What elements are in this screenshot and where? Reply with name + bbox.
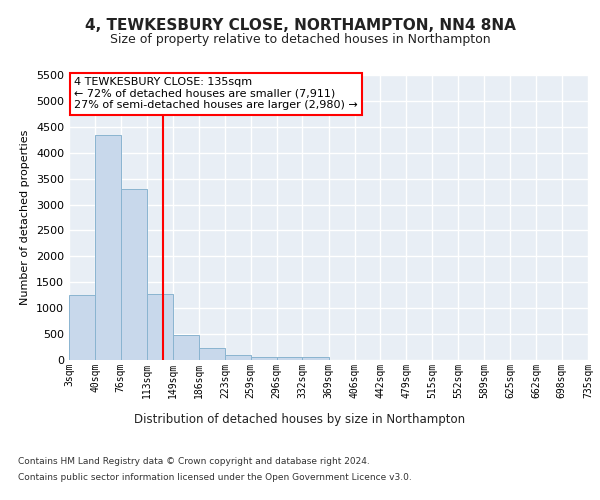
Text: Contains public sector information licensed under the Open Government Licence v3: Contains public sector information licen… [18, 472, 412, 482]
Text: 4 TEWKESBURY CLOSE: 135sqm
← 72% of detached houses are smaller (7,911)
27% of s: 4 TEWKESBURY CLOSE: 135sqm ← 72% of deta… [74, 77, 358, 110]
Y-axis label: Number of detached properties: Number of detached properties [20, 130, 31, 305]
Bar [69, 294, 95, 360]
Bar [95, 134, 121, 360]
Text: Contains HM Land Registry data © Crown copyright and database right 2024.: Contains HM Land Registry data © Crown c… [18, 458, 370, 466]
Bar [121, 189, 147, 360]
Bar [225, 356, 251, 360]
Text: Distribution of detached houses by size in Northampton: Distribution of detached houses by size … [134, 412, 466, 426]
Bar [277, 358, 302, 360]
Bar [199, 348, 225, 360]
Bar [251, 357, 277, 360]
Bar [302, 358, 329, 360]
Text: Size of property relative to detached houses in Northampton: Size of property relative to detached ho… [110, 32, 490, 46]
Bar [147, 294, 173, 360]
Text: 4, TEWKESBURY CLOSE, NORTHAMPTON, NN4 8NA: 4, TEWKESBURY CLOSE, NORTHAMPTON, NN4 8N… [85, 18, 515, 32]
Bar [173, 335, 199, 360]
